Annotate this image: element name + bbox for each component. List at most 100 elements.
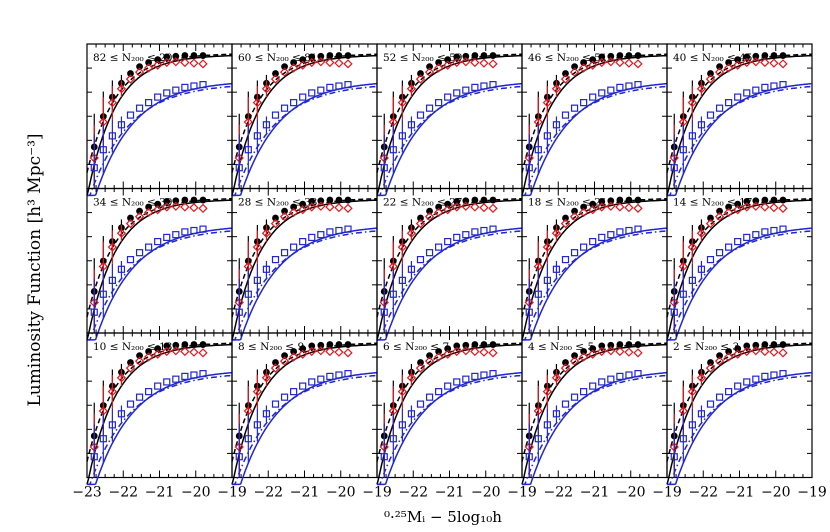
- data-point: [199, 341, 207, 348]
- data-point: [705, 363, 716, 373]
- data-point: [198, 203, 208, 213]
- data-point: [272, 359, 279, 366]
- data-point: [743, 342, 751, 350]
- data-point: [734, 93, 742, 101]
- data-point: [479, 203, 489, 213]
- data-point: [615, 57, 625, 68]
- data-point: [181, 52, 189, 59]
- data-point: [190, 196, 198, 204]
- data-point: [734, 56, 742, 64]
- data-point: [444, 93, 452, 101]
- data-point: [471, 196, 479, 204]
- data-point: [551, 228, 562, 238]
- data-point: [299, 93, 307, 101]
- data-point: [199, 81, 207, 89]
- data-point: [335, 82, 343, 90]
- data-point: [406, 84, 417, 94]
- model-curve: [376, 342, 522, 462]
- data-point: [616, 196, 624, 204]
- data-point: [606, 346, 616, 356]
- model-curve: [231, 198, 377, 318]
- data-point: [290, 348, 298, 355]
- data-point: [470, 346, 480, 357]
- data-point: [316, 201, 326, 211]
- model-curve: [87, 230, 233, 341]
- data-point: [335, 52, 343, 59]
- data-point: [616, 372, 624, 380]
- data-point: [761, 228, 769, 236]
- data-point: [308, 233, 316, 242]
- data-point: [253, 421, 261, 429]
- data-point: [761, 52, 769, 59]
- x-tick-label: −22: [253, 485, 283, 501]
- data-point: [198, 348, 208, 358]
- data-point: [136, 207, 143, 215]
- data-point: [326, 83, 334, 91]
- data-point: [589, 382, 597, 390]
- data-point: [299, 237, 307, 246]
- data-point: [598, 198, 606, 205]
- data-point: [679, 146, 687, 154]
- data-point: [569, 67, 580, 77]
- data-point: [116, 228, 127, 238]
- panel-label: 8 ≤ N₂₀₀ ≤ 9: [238, 341, 304, 353]
- data-point: [272, 70, 279, 77]
- data-point: [271, 255, 280, 264]
- data-point: [578, 352, 589, 362]
- panel-label: 4 ≤ N₂₀₀ ≤ 5: [528, 341, 594, 353]
- panel: 52 ≤ N₂₀₀ ≤ 59: [376, 43, 523, 197]
- data-point: [415, 218, 426, 229]
- data-point: [308, 53, 316, 61]
- data-point: [470, 57, 480, 68]
- data-point: [145, 59, 153, 66]
- data-point: [235, 453, 243, 461]
- data-point: [707, 70, 714, 77]
- data-point: [308, 342, 316, 350]
- data-point: [725, 348, 733, 355]
- data-point: [288, 207, 299, 218]
- data-point: [569, 356, 580, 366]
- data-point: [261, 228, 272, 238]
- data-point: [625, 371, 633, 379]
- data-point: [462, 86, 470, 94]
- data-point: [107, 97, 118, 108]
- data-point: [435, 348, 443, 355]
- data-point: [435, 203, 443, 211]
- data-point: [298, 60, 308, 70]
- x-tick-label: −21: [580, 485, 610, 501]
- data-point: [634, 225, 642, 233]
- data-point: [189, 203, 199, 213]
- data-point: [743, 89, 751, 97]
- data-point: [298, 205, 308, 215]
- data-point: [290, 99, 298, 107]
- data-point: [335, 196, 343, 204]
- data-point: [633, 203, 643, 213]
- data-point: [542, 97, 553, 108]
- data-point: [108, 132, 116, 140]
- data-point: [688, 421, 696, 429]
- data-point: [163, 198, 171, 205]
- data-point: [398, 421, 406, 429]
- data-point: [597, 57, 607, 68]
- data-point: [326, 341, 334, 348]
- data-point: [180, 346, 190, 357]
- data-point: [235, 308, 243, 316]
- panel-label: 14 ≤ N₂₀₀ ≤ 17: [673, 197, 752, 209]
- data-point: [714, 67, 725, 77]
- data-point: [670, 308, 678, 316]
- data-point: [180, 57, 190, 68]
- data-point: [525, 164, 533, 172]
- data-point: [154, 237, 162, 246]
- data-point: [127, 214, 134, 222]
- data-point: [752, 52, 760, 60]
- panel: 22 ≤ N₂₀₀ ≤ 27: [376, 187, 523, 341]
- data-point: [571, 207, 578, 215]
- data-point: [742, 202, 752, 212]
- data-point: [134, 212, 145, 222]
- data-point: [624, 203, 634, 213]
- data-point: [398, 132, 406, 140]
- data-point: [433, 207, 444, 218]
- data-point: [489, 81, 497, 89]
- data-point: [380, 453, 388, 461]
- x-tick-label: −20: [181, 485, 211, 501]
